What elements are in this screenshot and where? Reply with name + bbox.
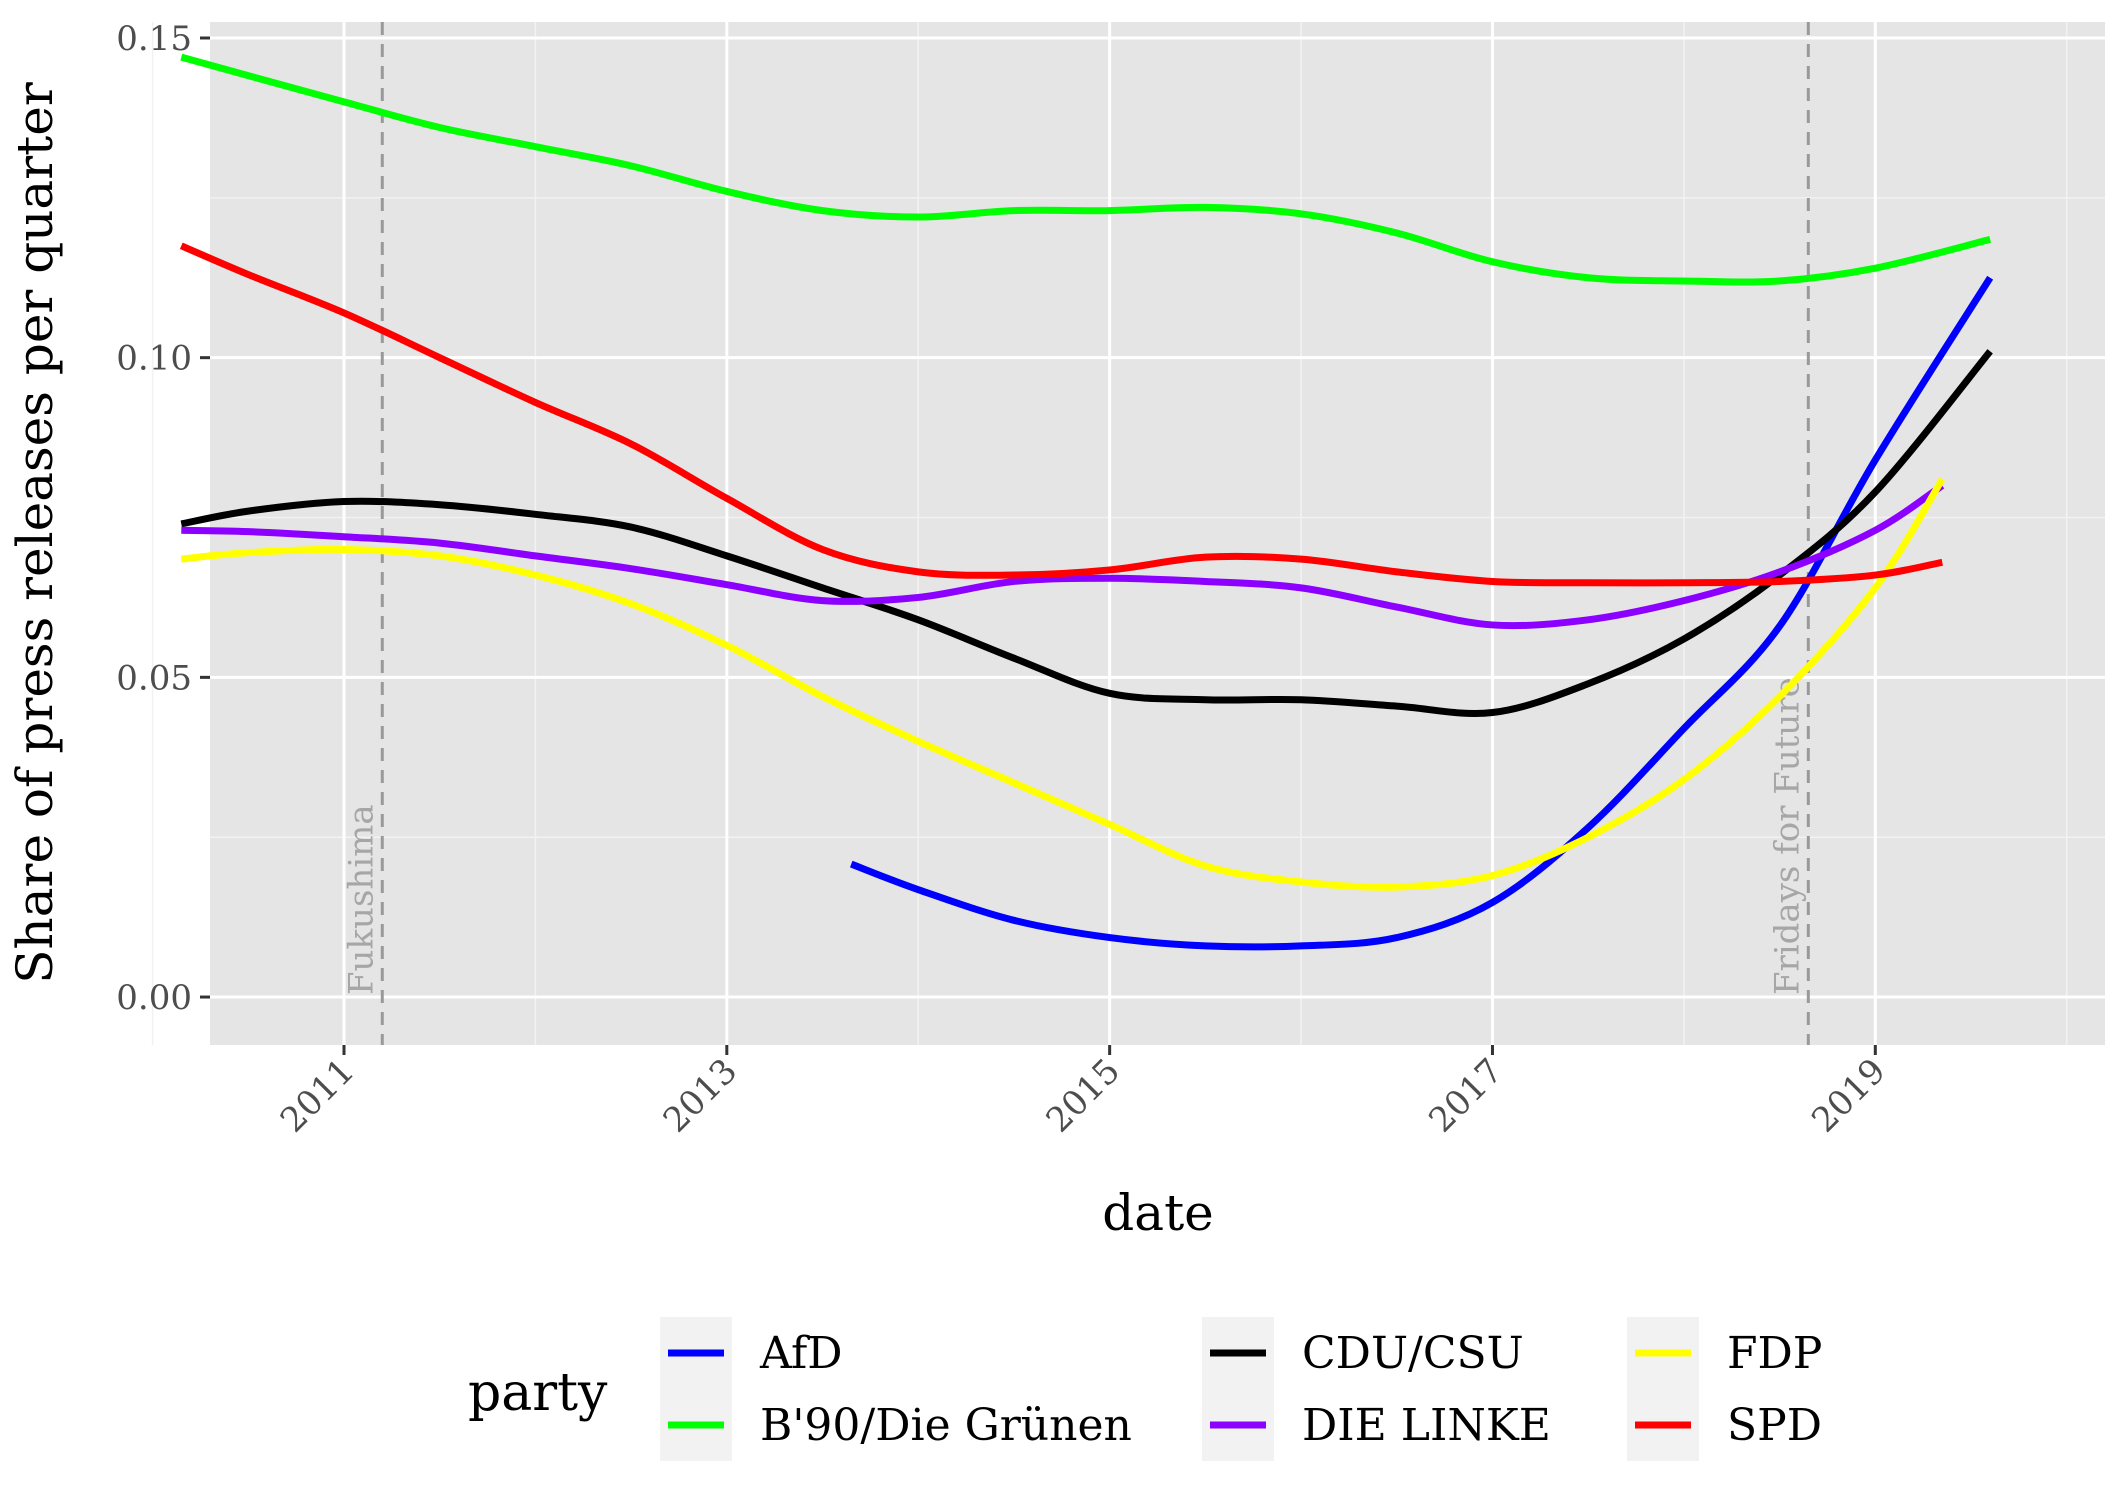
- event-label: Fukushima: [341, 804, 381, 995]
- legend-label: DIE LINKE: [1302, 1400, 1551, 1451]
- y-tick-label: 0.05: [116, 658, 192, 698]
- legend-label: SPD: [1727, 1400, 1822, 1451]
- x-tick-label: 2011: [273, 1051, 362, 1140]
- y-tick-label: 0.00: [116, 978, 192, 1018]
- legend-label-bg: [1699, 1389, 1806, 1461]
- legend-label-bg: [1274, 1389, 1654, 1461]
- event-lines: Fukushima Fridays for Future: [341, 22, 1810, 1045]
- legend-label: B'90/Die Grünen: [760, 1400, 1132, 1451]
- legend-label-bg: [1274, 1317, 1654, 1389]
- x-tick-label: 2019: [1804, 1051, 1893, 1140]
- y-axis: 0.00 0.05 0.10 0.15: [116, 19, 210, 1018]
- series-line: [180, 477, 1946, 891]
- y-axis-title: Share of press releases per quarter: [6, 82, 64, 984]
- x-tick-label: 2015: [1039, 1051, 1128, 1140]
- legend-label: CDU/CSU: [1302, 1328, 1524, 1379]
- series-line: [180, 349, 1993, 717]
- series-line: [181, 482, 1945, 630]
- y-tick-label: 0.10: [116, 339, 192, 379]
- x-tick-label: 2017: [1421, 1051, 1510, 1140]
- series-line: [180, 53, 1992, 286]
- legend-label: FDP: [1727, 1328, 1822, 1379]
- legend-label-bg: [732, 1317, 1104, 1389]
- x-axis-title: date: [1102, 1184, 1214, 1242]
- y-tick-label: 0.15: [116, 19, 192, 59]
- x-tick-label: 2013: [656, 1051, 745, 1140]
- event-label: Fridays for Future: [1767, 677, 1807, 995]
- legend-label: AfD: [759, 1328, 843, 1379]
- series-line: [849, 275, 1994, 951]
- legend-label-bg: [1699, 1317, 1806, 1389]
- series-line: [179, 242, 1943, 587]
- legend-title: party: [468, 1363, 608, 1423]
- legend: AfD B'90/Die Grünen CDU/CSU DIE LINKE FDP SPD: [660, 1317, 1822, 1461]
- series-lines: [179, 53, 1994, 951]
- minor-gridlines: [151, 22, 2105, 1045]
- plot-panel: [210, 22, 2105, 1045]
- legend-label-bg: [732, 1389, 1104, 1461]
- x-axis: 2011 2013 2015 2017 2019: [273, 1045, 1894, 1141]
